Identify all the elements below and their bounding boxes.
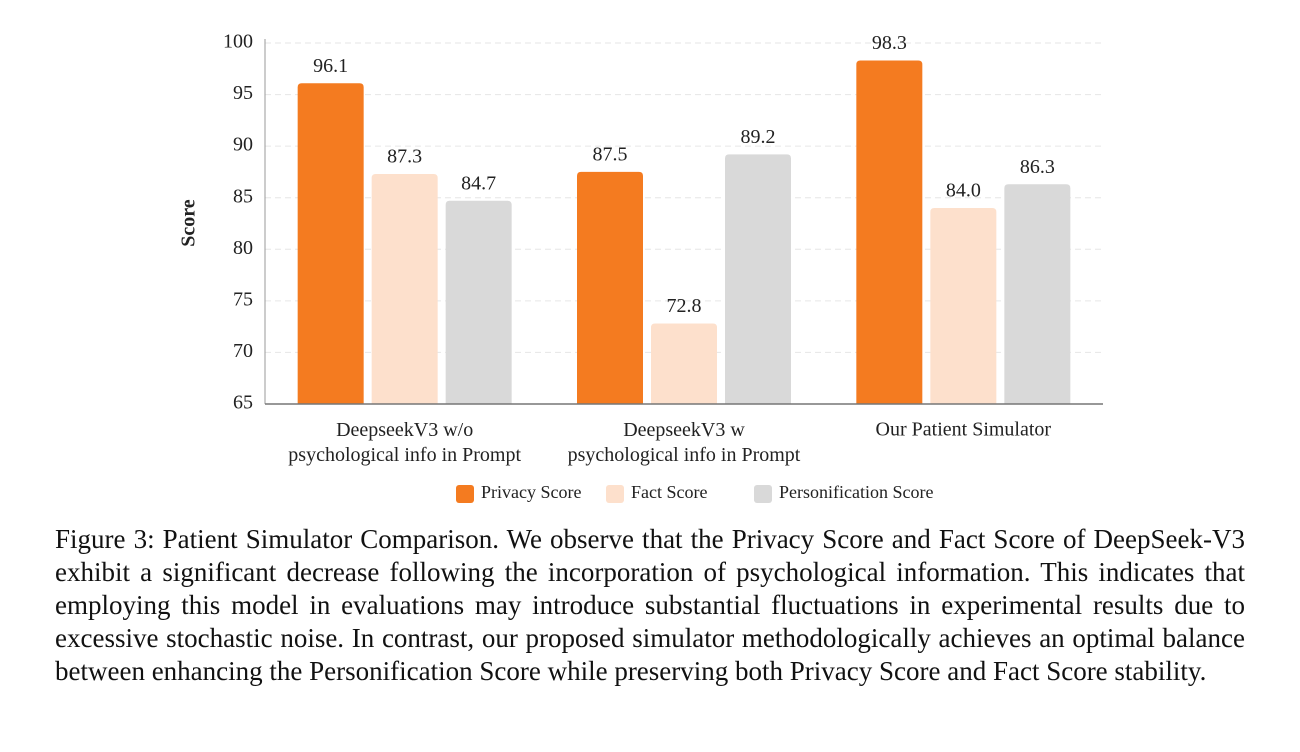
bar: [577, 171, 643, 404]
y-tick-label: 70: [233, 340, 253, 362]
x-tick-label: DeepseekV3 w/o psychological info in Prom…: [288, 419, 521, 466]
value-label: 84.0: [946, 180, 981, 202]
chart: Score 65 70 75 80 85 90 95 100 DeepseekV3 w/o psy…: [178, 31, 1103, 503]
x-tick-label: DeepseekV3 w psychological info in Prompt: [568, 419, 801, 466]
legend-swatch: [456, 485, 474, 503]
bar: [930, 208, 997, 404]
y-tick-label: 100: [223, 31, 253, 53]
value-label: 87.3: [387, 146, 422, 168]
bar: [1004, 184, 1071, 404]
bar: [651, 323, 717, 404]
y-tick-label: 95: [233, 82, 253, 104]
bar: [725, 154, 791, 404]
value-label: 86.3: [1020, 156, 1055, 178]
legend-label: Privacy Score: [481, 482, 581, 502]
legend-swatch: [606, 485, 624, 503]
value-label: 84.7: [461, 172, 496, 194]
bar: [297, 83, 364, 405]
value-label: 87.5: [593, 144, 628, 166]
value-label: 72.8: [667, 295, 702, 317]
bar: [856, 60, 923, 404]
y-tick-label: 80: [233, 237, 253, 259]
y-tick-label: 85: [233, 185, 253, 207]
y-tick-label: 75: [233, 288, 253, 310]
y-tick-label: 90: [233, 134, 253, 156]
x-tick-label: Our Patient Simulator: [876, 419, 1052, 441]
bar: [445, 200, 512, 404]
y-tick-label: 65: [233, 392, 253, 414]
y-axis-label: Score: [178, 199, 200, 247]
legend-swatch: [754, 485, 772, 503]
caption: Figure 3: Patient Simulator Comparison. …: [55, 524, 1245, 686]
legend-label: Personification Score: [779, 482, 933, 502]
value-label: 98.3: [872, 32, 907, 54]
value-label: 89.2: [741, 126, 776, 148]
bar: [371, 173, 438, 404]
legend-label: Fact Score: [631, 482, 707, 502]
value-label: 96.1: [313, 55, 348, 77]
